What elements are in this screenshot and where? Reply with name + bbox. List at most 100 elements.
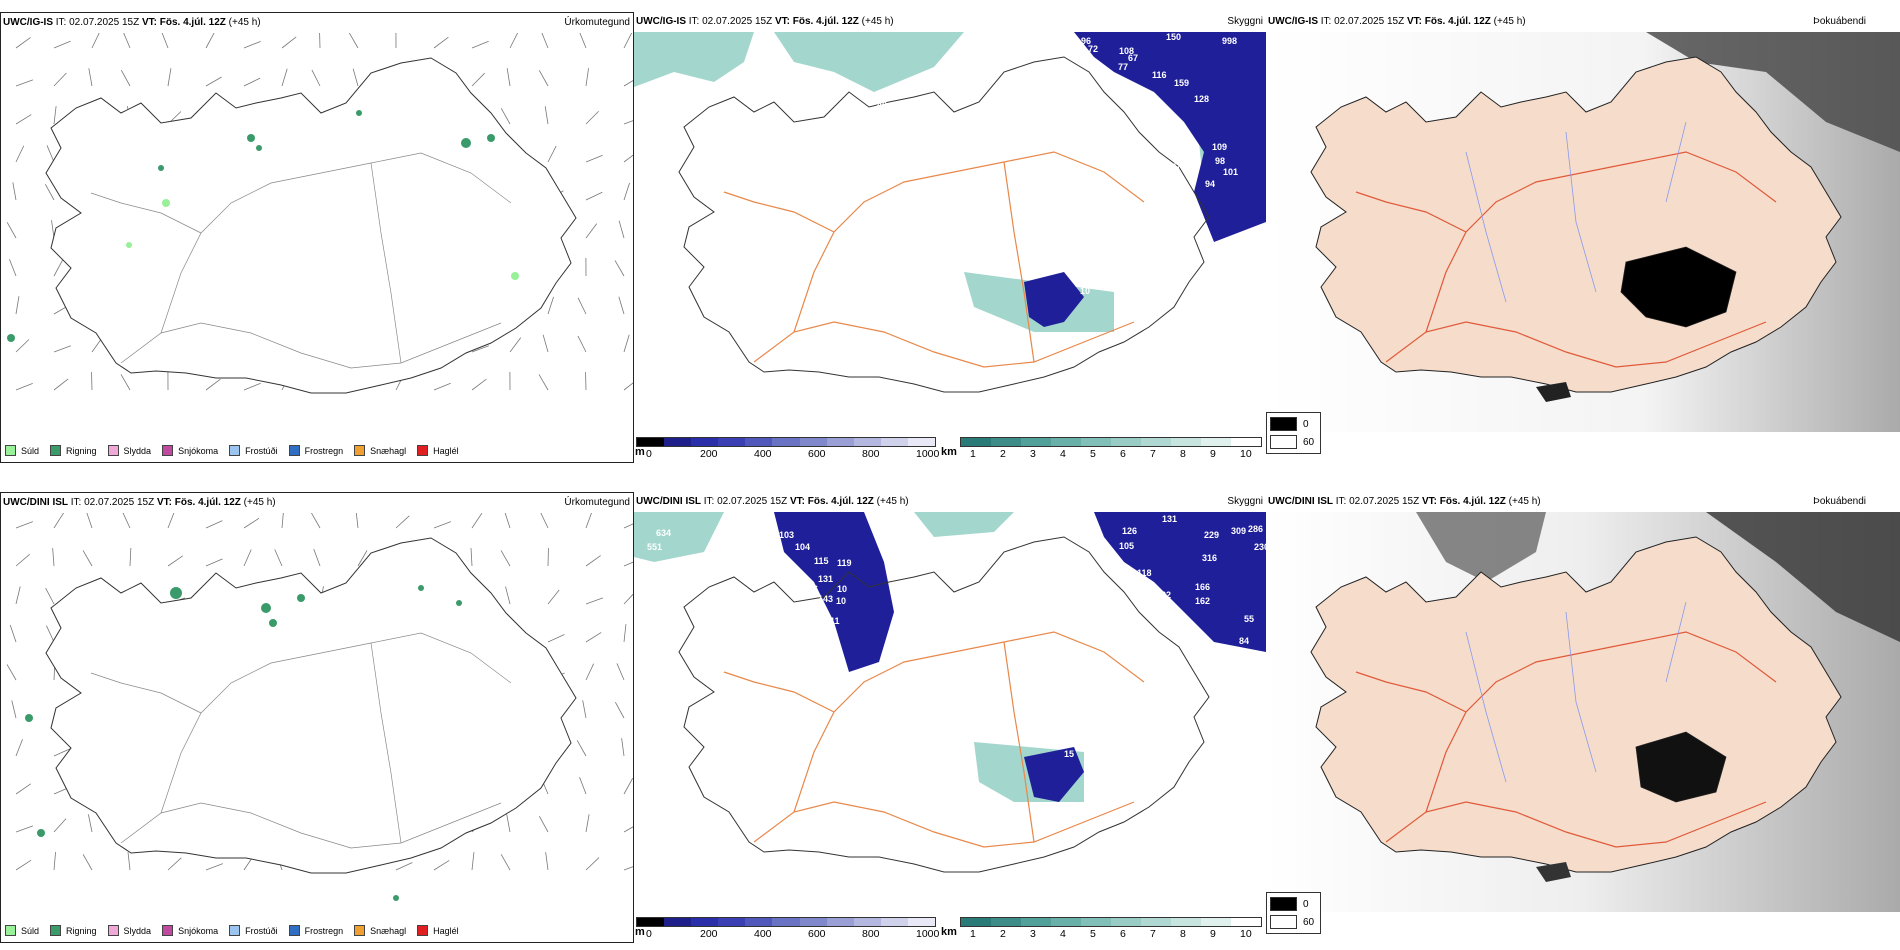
legend-swatch — [417, 925, 429, 936]
wind-barb — [585, 663, 594, 681]
panel-header: UWC/DINI ISL IT: 02.07.2025 15Z VT: Fös.… — [636, 496, 909, 507]
colorbar-segment — [799, 918, 827, 926]
wind-barb — [539, 816, 549, 833]
cloud-base-label: 67 — [1128, 53, 1138, 63]
roads — [1355, 631, 1777, 848]
wind-barb — [53, 106, 57, 125]
colorbar-segment — [718, 438, 746, 446]
legend-swatch — [50, 925, 62, 936]
wind-barb — [45, 587, 55, 605]
legend-label: Snjókoma — [178, 445, 219, 456]
precip-panel-top: UWC/IG-IS IT: 02.07.2025 15Z VT: Fös. 4.… — [0, 12, 634, 463]
cloud-base-label: 229 — [1204, 530, 1219, 540]
cloud-base-label: 6 — [1109, 719, 1114, 729]
wind-barb — [433, 382, 451, 391]
wind-barb — [616, 663, 625, 681]
legend-swatch — [5, 925, 16, 936]
wind-barb — [9, 259, 17, 277]
legend-swatch — [354, 445, 366, 456]
wind-barb — [46, 145, 55, 163]
wind-barb — [576, 740, 587, 757]
cloud-base-label: 122 — [1084, 727, 1099, 737]
legend-item: Frostúði — [229, 445, 278, 456]
wind-barb — [585, 191, 603, 201]
legend-item: Rigning — [50, 445, 97, 456]
colorbar-segment — [1171, 918, 1201, 926]
wind-barb — [585, 223, 598, 239]
cloud-base-label: 72 — [1088, 44, 1098, 54]
cloud-base-label: 77 — [1171, 162, 1181, 172]
cloud-base-label: 89 — [1087, 270, 1097, 280]
wind-barb — [542, 334, 549, 353]
colorbar-segment — [664, 918, 692, 926]
legend-label: Frostregn — [304, 925, 344, 936]
wind-barb — [471, 852, 475, 871]
precip-legend: Súld Rigning Slydda Snjókoma Frostúði Frostre… — [5, 445, 459, 456]
low-cloud-areas — [774, 512, 1266, 802]
colorbar-tick: 1 — [970, 448, 976, 460]
wind-barb — [53, 40, 71, 49]
colorbar-segment — [1111, 438, 1141, 446]
legend-swatch — [5, 445, 16, 456]
colorbar-segment — [799, 438, 827, 446]
wind-barb — [471, 72, 485, 87]
colorbar-segment — [1081, 918, 1111, 926]
colorbar-tick: 7 — [1150, 928, 1156, 940]
wind-barb — [15, 859, 32, 871]
cloud-base-label: 10 — [836, 596, 846, 606]
colorbar-tick: 7 — [1150, 448, 1156, 460]
colorbar-tick: 400 — [754, 448, 772, 460]
precip-map-top — [6, 33, 633, 394]
legend-label: Frostregn — [304, 445, 344, 456]
wind-barb — [585, 110, 599, 125]
wind-barb — [311, 513, 321, 529]
panel-header: UWC/DINI ISL IT: 02.07.2025 15Z VT: Fös.… — [1268, 496, 1541, 507]
wind-barb — [15, 79, 34, 87]
cloud-base-label: 166 — [1195, 582, 1210, 592]
legend-label: Slydda — [123, 925, 152, 936]
cloud-base-label: 80 — [930, 893, 940, 903]
cloud-base-label: 96 — [1081, 36, 1091, 46]
panel-header: UWC/DINI ISL IT: 02.07.2025 15Z VT: Fös.… — [3, 497, 276, 508]
legend-item: Snjókoma — [162, 445, 218, 456]
wind-barb — [582, 700, 587, 719]
glacier-fog — [1620, 246, 1737, 328]
colorbar-segment — [961, 918, 991, 926]
visibility-panel-bottom: UWC/DINI ISL IT: 02.07.2025 15Z VT: Fös.… — [634, 492, 1266, 943]
wind-barb — [205, 863, 223, 871]
legend-item: Haglél — [417, 445, 459, 456]
colorbar-tick: 3 — [1030, 448, 1036, 460]
wind-barb — [623, 182, 630, 201]
colorbar-segment — [826, 438, 854, 446]
fog-legend-value: 60 — [1303, 436, 1315, 448]
colorbar-segment — [1141, 438, 1171, 446]
visibility-colorbar: 1 2 3 4 5 6 7 8 9 10 — [960, 917, 1262, 940]
wind-barb — [585, 597, 604, 605]
legend-label: Frostúði — [245, 445, 278, 456]
wind-barb — [547, 145, 557, 163]
fog-legend-row: 60 — [1270, 435, 1317, 449]
cloud-base-label: 66 — [1138, 237, 1148, 247]
wind-barb — [538, 70, 549, 87]
iceland-outline — [45, 537, 577, 874]
cloud-base-label: 10 — [837, 584, 847, 594]
legend-item: Frostregn — [288, 925, 344, 936]
wind-barb — [544, 106, 549, 125]
wind-barb — [541, 33, 549, 49]
legend-swatch — [288, 925, 300, 936]
wind-barb — [167, 513, 175, 529]
panel-title: Úrkomutegund — [564, 17, 630, 28]
wind-barb — [623, 33, 633, 49]
cloud-base-label: 230 — [1254, 542, 1266, 552]
colorbar-segment — [637, 438, 665, 446]
wind-barb — [120, 374, 131, 391]
wind-barb — [243, 549, 252, 567]
colorbar-tick: 5 — [1090, 448, 1096, 460]
cloud-base-label: 167 — [1052, 736, 1067, 746]
cloud-base-label: 84 — [1239, 636, 1249, 646]
wind-barb — [15, 114, 32, 125]
wind-barb — [205, 76, 222, 87]
wind-barb — [623, 523, 633, 529]
wind-barb — [53, 748, 71, 757]
wind-barb — [577, 297, 587, 315]
